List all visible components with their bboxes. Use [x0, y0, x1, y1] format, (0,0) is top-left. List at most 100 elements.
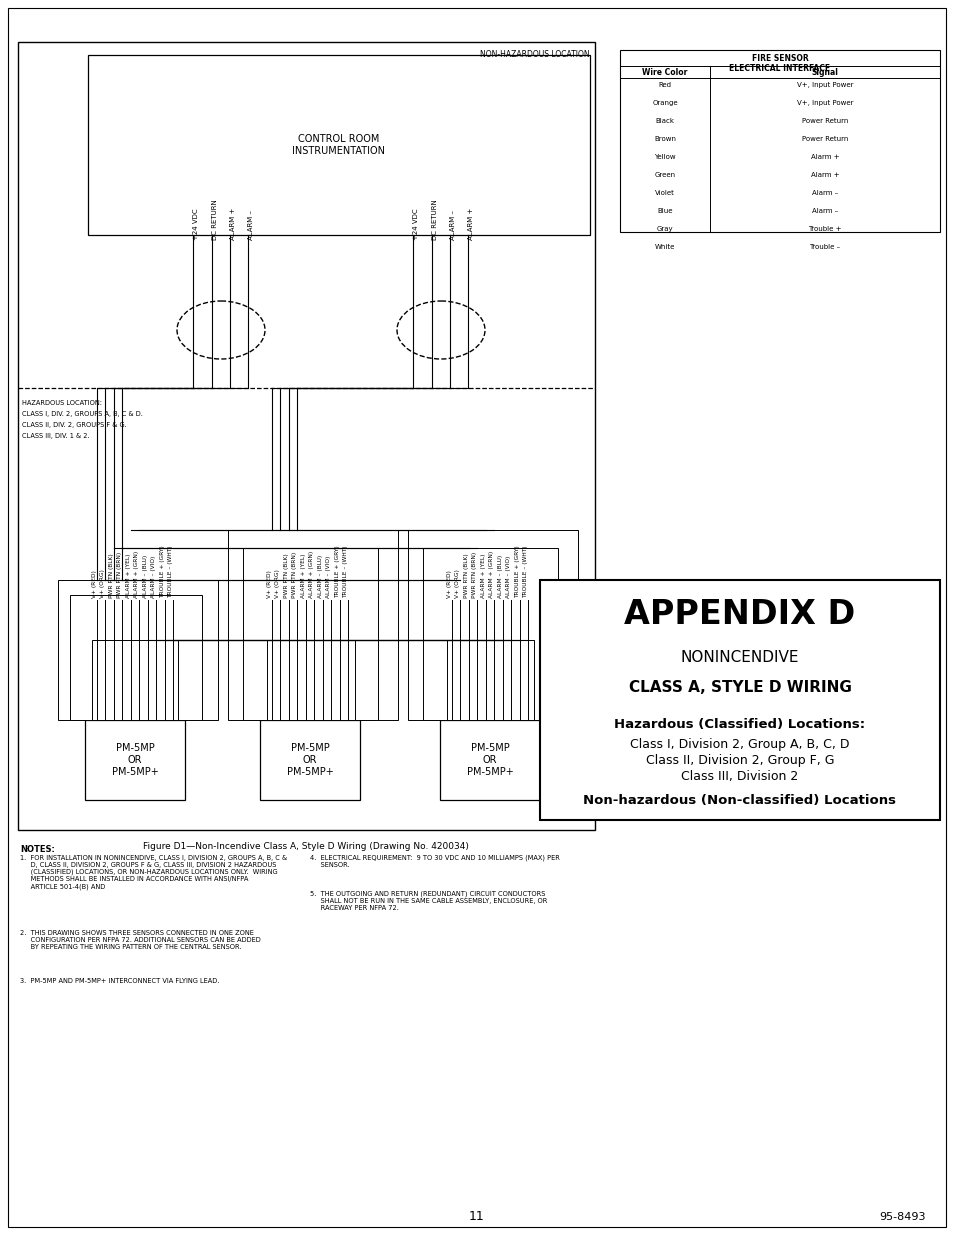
Text: PWR RTN (BLK): PWR RTN (BLK) [109, 553, 113, 598]
Text: Orange: Orange [652, 100, 677, 106]
Text: Power Return: Power Return [801, 119, 847, 124]
Text: DC RETURN: DC RETURN [432, 199, 437, 240]
Text: ALARM + (YEL): ALARM + (YEL) [126, 553, 131, 598]
Text: PWR RTN (BLK): PWR RTN (BLK) [283, 553, 289, 598]
Text: PM-5MP
OR
PM-5MP+: PM-5MP OR PM-5MP+ [112, 743, 158, 777]
Text: PWR RTN (BRN): PWR RTN (BRN) [292, 552, 297, 598]
Text: ALARM – (BLU): ALARM – (BLU) [317, 555, 322, 598]
Text: ALARM – (VIO): ALARM – (VIO) [152, 556, 156, 598]
Text: NON-HAZARDOUS LOCATION: NON-HAZARDOUS LOCATION [480, 49, 589, 59]
Text: TROUBLE – (WHT): TROUBLE – (WHT) [343, 546, 348, 598]
Text: CLASS II, DIV. 2, GROUPS F & G.: CLASS II, DIV. 2, GROUPS F & G. [22, 422, 127, 429]
Text: Black: Black [655, 119, 674, 124]
Text: ALARM – (BLU): ALARM – (BLU) [497, 555, 502, 598]
Text: CLASS I, DIV. 2, GROUPS A, B, C & D.: CLASS I, DIV. 2, GROUPS A, B, C & D. [22, 411, 143, 417]
Bar [228, 530, 397, 720]
Text: 1.  FOR INSTALLATION IN NONINCENDIVE, CLASS I, DIVISION 2, GROUPS A, B, C &
    : 1. FOR INSTALLATION IN NONINCENDIVE, CLA… [20, 855, 287, 890]
Text: V+, Input Power: V+, Input Power [796, 82, 852, 88]
Text: V+ (RED): V+ (RED) [91, 571, 96, 598]
Text: ALARM – (BLU): ALARM – (BLU) [143, 555, 148, 598]
Text: Alarm –: Alarm – [811, 207, 838, 214]
Bar [91, 640, 178, 720]
Text: Alarm +: Alarm + [810, 154, 839, 161]
Text: ALARM + (GRN): ALARM + (GRN) [489, 551, 494, 598]
Text: ALARM –: ALARM – [450, 210, 456, 240]
Text: +24 VDC: +24 VDC [413, 209, 418, 240]
Text: PWR RTN (BRN): PWR RTN (BRN) [117, 552, 122, 598]
Bar [408, 530, 578, 720]
Text: ALARM –: ALARM – [248, 210, 253, 240]
Text: TROUBLE + (GRY): TROUBLE + (GRY) [159, 545, 165, 598]
Text: V+ (RED): V+ (RED) [267, 571, 272, 598]
Text: CONTROL ROOM
INSTRUMENTATION: CONTROL ROOM INSTRUMENTATION [293, 135, 385, 156]
Text: ALARM + (YEL): ALARM + (YEL) [480, 553, 485, 598]
Text: Yellow: Yellow [654, 154, 675, 161]
Text: V+ (RED): V+ (RED) [446, 571, 452, 598]
Text: V+, Input Power: V+, Input Power [796, 100, 852, 106]
Text: V+ (ORG): V+ (ORG) [455, 569, 459, 598]
Text: Class II, Division 2, Group F, G: Class II, Division 2, Group F, G [645, 755, 833, 767]
Text: ALARM + (YEL): ALARM + (YEL) [300, 553, 305, 598]
Text: Trouble +: Trouble + [807, 226, 841, 232]
Bar [447, 640, 534, 720]
Bar [18, 42, 595, 830]
Text: PM-5MP
OR
PM-5MP+: PM-5MP OR PM-5MP+ [286, 743, 333, 777]
Text: Red: Red [658, 82, 671, 88]
Text: Non-hazardous (Non-classified) Locations: Non-hazardous (Non-classified) Locations [583, 794, 896, 806]
Text: Wire Color: Wire Color [641, 68, 687, 77]
Text: 95-8493: 95-8493 [879, 1212, 925, 1221]
Text: +24 VDC: +24 VDC [193, 209, 199, 240]
Text: Blue: Blue [657, 207, 672, 214]
Text: Alarm +: Alarm + [810, 172, 839, 178]
Text: CLASS A, STYLE D WIRING: CLASS A, STYLE D WIRING [628, 680, 850, 695]
Text: CLASS III, DIV. 1 & 2.: CLASS III, DIV. 1 & 2. [22, 433, 90, 438]
Text: Figure D1—Non-Incendive Class A, Style D Wiring (Drawing No. 420034): Figure D1—Non-Incendive Class A, Style D… [143, 842, 469, 851]
Text: Gray: Gray [656, 226, 673, 232]
Text: PWR RTN (BLK): PWR RTN (BLK) [463, 553, 468, 598]
Text: 3.  PM-5MP AND PM-5MP+ INTERCONNECT VIA FLYING LEAD.: 3. PM-5MP AND PM-5MP+ INTERCONNECT VIA F… [20, 978, 219, 984]
Text: PM-5MP
OR
PM-5MP+: PM-5MP OR PM-5MP+ [466, 743, 513, 777]
Bar [85, 720, 185, 800]
Bar [70, 595, 202, 720]
Text: FIRE SENSOR
ELECTRICAL INTERFACE: FIRE SENSOR ELECTRICAL INTERFACE [729, 54, 830, 73]
Text: Hazardous (Classified) Locations:: Hazardous (Classified) Locations: [614, 718, 864, 731]
Bar [243, 548, 377, 720]
Text: Violet: Violet [655, 190, 674, 196]
Bar [619, 49, 939, 232]
Text: 11: 11 [469, 1210, 484, 1224]
Text: Trouble –: Trouble – [808, 245, 840, 249]
Bar [267, 640, 355, 720]
Text: 2.  THIS DRAWING SHOWS THREE SENSORS CONNECTED IN ONE ZONE
     CONFIGURATION PE: 2. THIS DRAWING SHOWS THREE SENSORS CONN… [20, 930, 260, 950]
Text: V+ (ORG): V+ (ORG) [100, 569, 105, 598]
Bar [58, 580, 218, 720]
Text: ALARM + (GRN): ALARM + (GRN) [309, 551, 314, 598]
Text: NOTES:: NOTES: [20, 845, 55, 853]
Text: TROUBLE + (GRY): TROUBLE + (GRY) [335, 545, 339, 598]
Text: DC RETURN: DC RETURN [212, 199, 218, 240]
Text: ALARM + (GRN): ALARM + (GRN) [134, 551, 139, 598]
Bar [260, 720, 359, 800]
Text: ALARM +: ALARM + [468, 207, 474, 240]
Text: Signal: Signal [811, 68, 838, 77]
Text: APPENDIX D: APPENDIX D [623, 598, 855, 631]
Text: Class III, Division 2: Class III, Division 2 [680, 769, 798, 783]
Text: ALARM – (VIO): ALARM – (VIO) [326, 556, 331, 598]
Text: TROUBLE – (WHT): TROUBLE – (WHT) [168, 546, 173, 598]
Text: ALARM +: ALARM + [230, 207, 235, 240]
Text: White: White [654, 245, 675, 249]
Bar [422, 548, 558, 720]
Text: Class I, Division 2, Group A, B, C, D: Class I, Division 2, Group A, B, C, D [630, 739, 849, 751]
Text: ALARM – (VIO): ALARM – (VIO) [506, 556, 511, 598]
Text: Brown: Brown [654, 136, 676, 142]
Text: TROUBLE + (GRY): TROUBLE + (GRY) [515, 545, 519, 598]
Text: PWR RTN (BRN): PWR RTN (BRN) [472, 552, 476, 598]
Text: NONINCENDIVE: NONINCENDIVE [680, 650, 799, 664]
Text: V+ (ORG): V+ (ORG) [275, 569, 280, 598]
Bar [439, 720, 539, 800]
Bar [539, 580, 939, 820]
Text: Power Return: Power Return [801, 136, 847, 142]
Text: HAZARDOUS LOCATION:: HAZARDOUS LOCATION: [22, 400, 102, 406]
Text: Green: Green [654, 172, 675, 178]
Text: 4.  ELECTRICAL REQUIREMENT:  9 TO 30 VDC AND 10 MILLIAMPS (MAX) PER
     SENSOR.: 4. ELECTRICAL REQUIREMENT: 9 TO 30 VDC A… [310, 855, 559, 868]
Text: 5.  THE OUTGOING AND RETURN (REDUNDANT) CIRCUIT CONDUCTORS
     SHALL NOT BE RUN: 5. THE OUTGOING AND RETURN (REDUNDANT) C… [310, 890, 547, 911]
